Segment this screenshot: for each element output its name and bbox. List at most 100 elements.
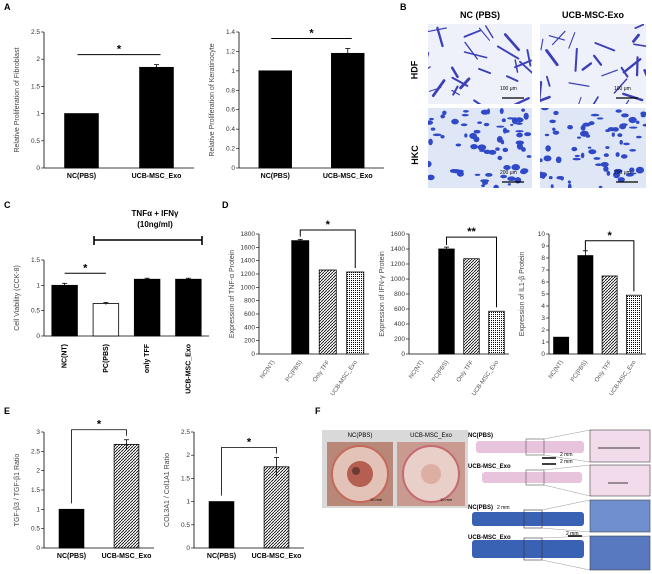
treatment-line1: TNFα + IFNγ [131,209,179,218]
y-tick-label: 1.2 [226,48,235,55]
bar [601,275,618,355]
photo-scale-nc: 10 mm [370,497,383,502]
y-tick-label: 800 [394,291,405,298]
y-tick-label: 600 [244,311,255,318]
y-tick-label: 4 [541,303,545,310]
histo-row-label-4: UCB-MSC_Exo [468,535,511,541]
y-tick-label: 1400 [391,246,406,253]
panel-b-header-exo: UCB-MSC-Exo [562,10,624,20]
treatment-label: TNFα + IFNγ (10ng/ml) [100,208,210,230]
y-tick-label: 0 [36,333,40,340]
y-tick-label: 0.6 [226,107,235,114]
y-tick-label: 2.5 [31,29,40,36]
sig-bracket [221,447,277,496]
bar [625,294,642,355]
y-tick-label: 1800 [241,231,256,238]
sig-bracket [584,240,635,292]
y-tick-label: 1.5 [31,487,40,494]
y-tick-label: 1600 [241,244,256,251]
sig-marker: ** [467,226,476,238]
wound-photo-nc [327,442,393,506]
panel-b-header-nc: NC (PBS) [460,10,500,20]
y-tick-label: 6 [541,279,545,286]
mm-label-4: 2 mm [566,531,579,537]
y-tick-label: 1400 [241,258,256,265]
y-tick-label: 3 [36,429,40,436]
y-tick-label: 0 [401,351,405,358]
y-axis-label: Relative Proliferation of Keratinocyte [209,43,216,156]
micrograph-hdf-exo [540,24,646,104]
y-tick-label: 2 [186,452,190,459]
sig-bracket [71,429,127,504]
y-tick-label: 0 [251,351,255,358]
sig-marker: * [309,28,314,40]
y-tick-label: 800 [244,298,255,305]
x-tick-label: Only TFF [312,359,331,383]
y-axis-label: Expression of IL1-β Protein [519,252,526,337]
bar [258,70,292,169]
bar [208,501,235,549]
y-axis-label: TGF-β3 / TGF-β1 Ratio [14,454,21,527]
panel-b-row-hkc: HKC [409,145,420,165]
mm-label-2: 2 mm [560,459,573,465]
y-tick-label: 0.5 [31,138,40,145]
x-tick-label: Only TFF [594,359,613,383]
x-tick-label: Only TFF [456,359,475,383]
y-tick-label: 0.8 [226,87,235,94]
x-tick-label: UCB-MSC_Exo [132,173,182,180]
photo-scale-exo: 10 mm [440,497,453,502]
x-tick-label: NC(PBS) [261,173,290,180]
y-tick-label: 1 [186,499,190,506]
x-tick-label: UCB-MSC_Exo [471,359,500,397]
y-tick-label: 2 [541,327,545,334]
bar [92,303,120,337]
photo-label-nc: NC(PBS) [347,433,373,439]
scale-label-1: 100 μm [500,86,517,92]
y-tick-label: 0 [541,351,545,358]
chart-a1: 0 0.5 1 1.5 2 2.5 Relative Proliferation of Fi… [14,29,194,180]
mm-label-3: 2 mm [497,505,510,511]
y-tick-label: 1.4 [226,29,235,36]
chart-e1: 0 0.5 1 1.5 2 2.5 3 TGF-β3 / TGF-β1 Ratio NC(PBS… [14,419,154,560]
y-tick-label: 200 [244,338,255,345]
x-tick-label: UCB-MSC_Exo [330,359,359,397]
x-tick-label: NC(NT) [260,360,277,380]
sig-marker: * [97,419,102,431]
y-tick-label: 0.5 [31,526,40,533]
sig-bracket [299,229,356,268]
x-tick-label: NC(PBS) [57,553,86,560]
bar [139,66,174,169]
y-axis-label: Expression of IFN-γ Protein [379,251,386,337]
y-tick-label: 1200 [241,271,256,278]
bar [463,258,480,355]
x-tick-label: UCB-MSC_Exo [252,553,302,560]
y-tick-label: 8 [541,255,545,262]
y-tick-label: 2 [36,468,40,475]
micrograph-hkc-exo [540,108,646,188]
y-tick-label: 1600 [391,231,406,238]
y-axis-label: Expression of TNF-α Protein [229,250,236,338]
x-tick-label: UCB-MSC_Exo [609,359,638,397]
scale-label-4: 200 μm [614,170,631,176]
histo-row-label-3: NC(PBS) [468,505,493,511]
y-tick-label: 1000 [241,284,256,291]
x-tick-label: NC(PBS) [207,553,236,560]
y-tick-label: 0 [231,165,235,172]
y-tick-label: 2.5 [31,448,40,455]
bar [64,113,99,169]
histology-figure [472,429,651,571]
chart-a2: 0 0.2 0.4 0.6 0.8 1 1.2 1.4 Relative Proliferati… [209,28,384,180]
y-tick-label: 1200 [391,261,406,268]
sig-marker: * [117,44,122,56]
bar [175,278,202,337]
bar [58,508,85,549]
chart-c: 0 0.5 1 1.5 Cell Viability (CCK-8) NC(NT) PC(P… [14,257,209,394]
y-tick-label: 600 [394,306,405,313]
y-tick-label: 0.5 [31,308,40,315]
mm-label-1: 2 mm [560,452,573,458]
bar [438,248,455,355]
chart-d1: 0 200 400 600 800 1000 1200 1400 1600 1800 Express… [229,219,369,397]
bar [488,310,505,355]
bar [291,240,310,355]
x-tick-label: PC(PBS) [285,360,304,383]
